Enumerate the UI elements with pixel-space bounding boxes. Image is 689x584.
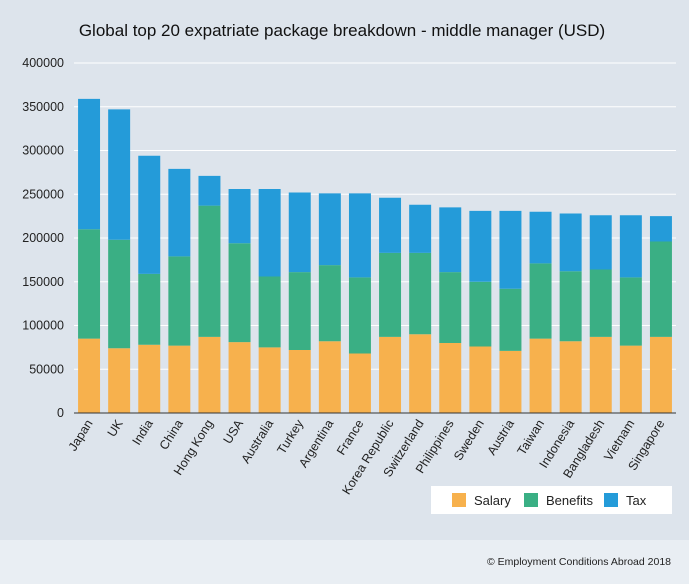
bar-segment-benefits	[469, 281, 492, 347]
y-tick-label: 300000	[22, 144, 64, 158]
bar-segment-benefits	[499, 288, 522, 351]
y-tick-label: 150000	[22, 275, 64, 289]
bar-segment-salary	[499, 350, 522, 413]
bar-segment-benefits	[228, 243, 251, 343]
bar-segment-salary	[649, 336, 672, 413]
bar-segment-salary	[439, 343, 462, 413]
bar-segment-salary	[469, 346, 492, 413]
legend-box	[431, 486, 672, 514]
bar-segment-tax	[78, 98, 101, 230]
footer-band	[0, 540, 689, 584]
bars	[78, 98, 672, 413]
bar-segment-salary	[409, 334, 432, 413]
bar-segment-salary	[258, 347, 281, 413]
bar-segment-tax	[348, 193, 371, 278]
bar-segment-tax	[439, 207, 462, 273]
bar-segment-salary	[138, 344, 161, 413]
bar-segment-benefits	[138, 273, 161, 345]
legend-swatch-tax	[604, 493, 618, 507]
chart-title: Global top 20 expatriate package breakdo…	[79, 21, 605, 40]
bar-segment-benefits	[348, 277, 371, 354]
bar-segment-salary	[288, 350, 311, 413]
bar-segment-benefits	[649, 241, 672, 337]
bar-segment-benefits	[168, 256, 191, 346]
bar-segment-tax	[649, 216, 672, 242]
bar-segment-benefits	[258, 276, 281, 348]
legend-label-benefits: Benefits	[546, 493, 593, 508]
bar-segment-tax	[619, 215, 642, 278]
y-tick-label: 0	[57, 406, 64, 420]
bar-segment-tax	[258, 189, 281, 277]
bar-segment-tax	[228, 189, 251, 244]
copyright-text: © Employment Conditions Abroad 2018	[486, 556, 671, 568]
bar-segment-salary	[619, 345, 642, 413]
bar-segment-salary	[108, 348, 131, 413]
bar-segment-salary	[318, 341, 341, 413]
bar-segment-benefits	[529, 263, 552, 339]
bar-segment-benefits	[318, 265, 341, 342]
bar-segment-tax	[559, 213, 582, 272]
bar-segment-salary	[559, 341, 582, 413]
bar-segment-benefits	[379, 252, 402, 337]
bar-segment-benefits	[78, 229, 101, 339]
bar-segment-tax	[198, 175, 221, 206]
y-tick-label: 350000	[22, 100, 64, 114]
bar-segment-benefits	[409, 252, 432, 335]
y-tick-label: 100000	[22, 319, 64, 333]
bar-segment-salary	[198, 336, 221, 413]
bar-segment-benefits	[288, 272, 311, 350]
bar-segment-salary	[379, 336, 402, 413]
y-tick-label: 50000	[29, 362, 64, 376]
legend-swatch-salary	[452, 493, 466, 507]
bar-segment-benefits	[198, 205, 221, 337]
bar-segment-tax	[288, 192, 311, 273]
bar-segment-tax	[379, 197, 402, 253]
bar-segment-benefits	[559, 271, 582, 342]
bar-segment-tax	[318, 193, 341, 266]
bar-segment-benefits	[619, 277, 642, 346]
bar-segment-salary	[348, 353, 371, 413]
bar-segment-salary	[589, 336, 612, 413]
bar-segment-tax	[108, 109, 131, 240]
y-axis-ticks: 0 50000 100000 150000 200000 250000 300000 3500…	[22, 56, 64, 420]
bar-segment-tax	[469, 210, 492, 282]
bar-segment-salary	[529, 338, 552, 413]
bar-segment-salary	[228, 342, 251, 413]
bar-segment-tax	[409, 204, 432, 253]
y-tick-label: 400000	[22, 56, 64, 70]
bar-segment-tax	[529, 211, 552, 264]
legend: Salary Benefits Tax	[431, 486, 672, 514]
legend-label-salary: Salary	[474, 493, 511, 508]
bar-segment-tax	[499, 210, 522, 289]
bar-segment-benefits	[589, 269, 612, 337]
bar-segment-salary	[168, 345, 191, 413]
y-tick-label: 250000	[22, 187, 64, 201]
bar-segment-tax	[168, 168, 191, 257]
bar-segment-tax	[589, 215, 612, 270]
bar-segment-benefits	[439, 272, 462, 343]
legend-label-tax: Tax	[626, 493, 647, 508]
bar-segment-tax	[138, 155, 161, 274]
legend-swatch-benefits	[524, 493, 538, 507]
y-tick-label: 200000	[22, 231, 64, 245]
bar-segment-benefits	[108, 239, 131, 349]
bar-segment-salary	[78, 338, 101, 413]
